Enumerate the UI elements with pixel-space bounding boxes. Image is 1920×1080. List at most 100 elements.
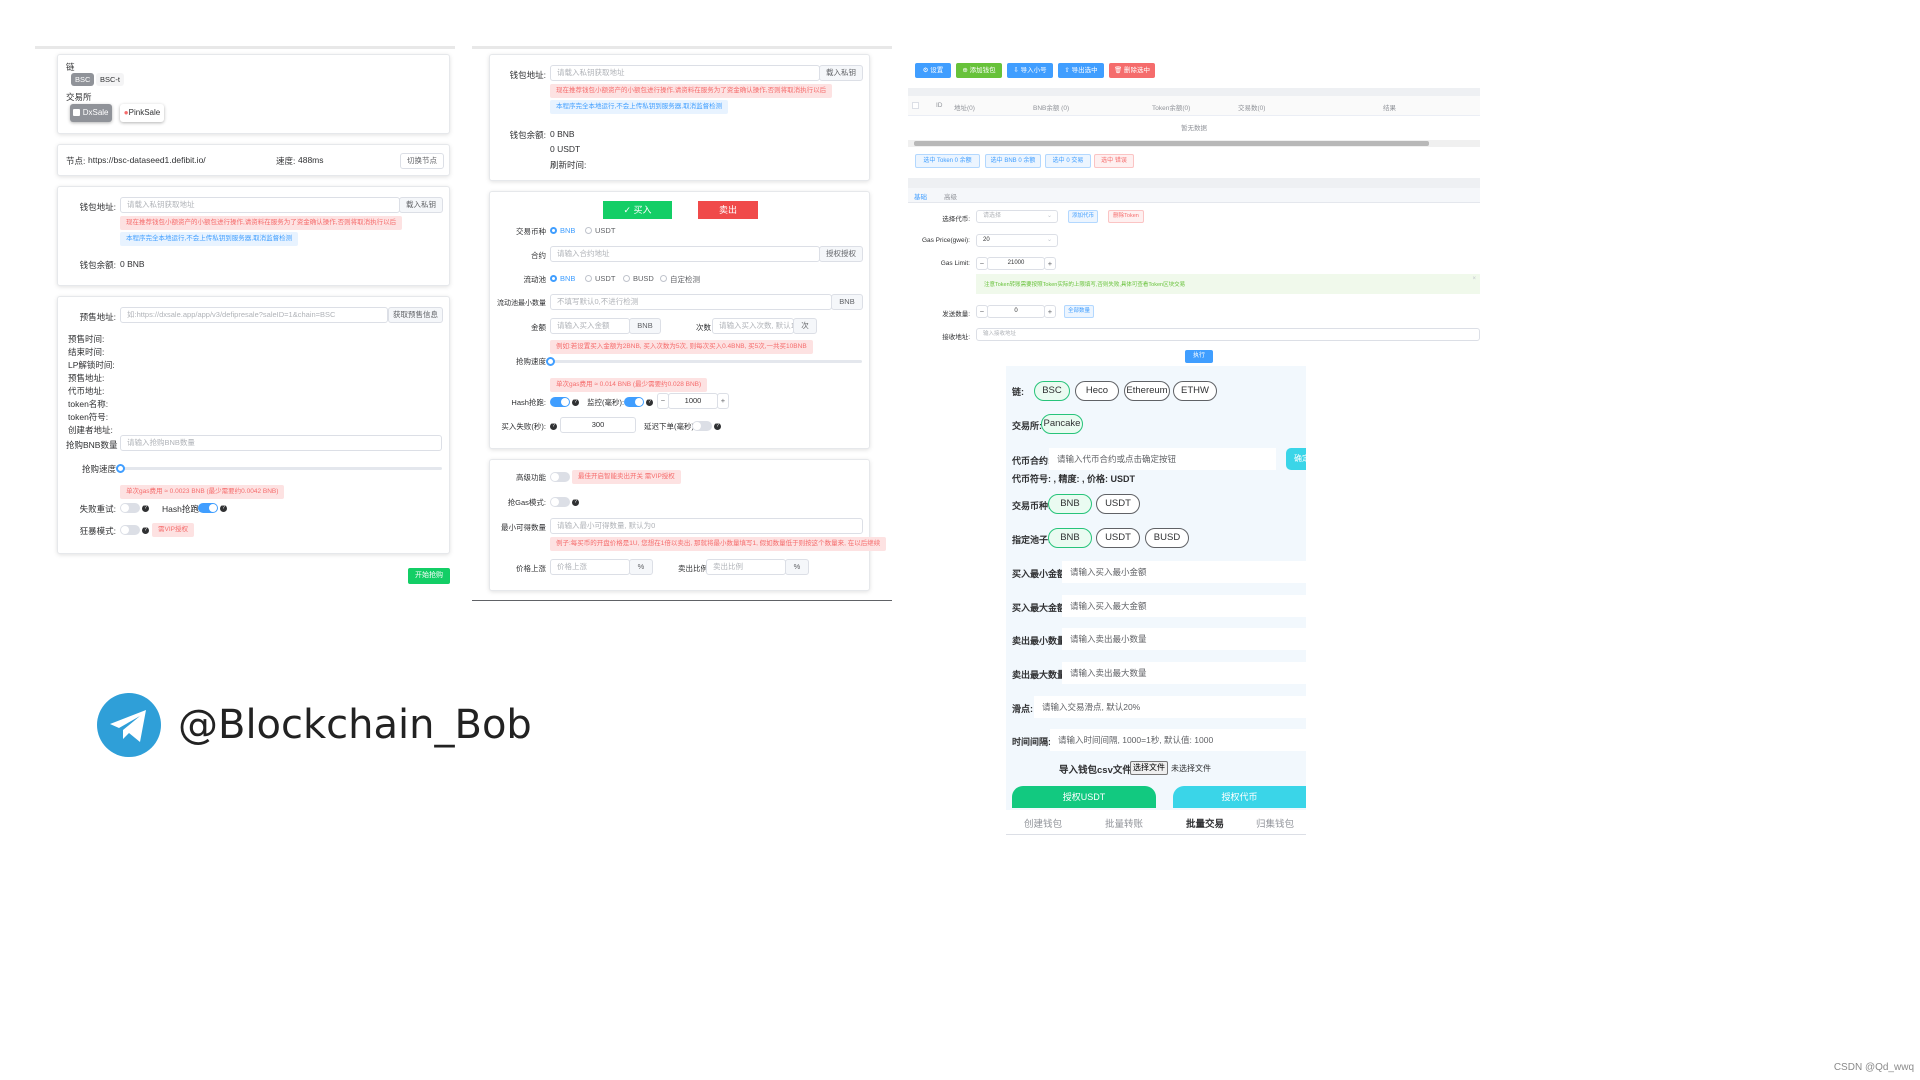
tab-create-wallet[interactable]: 创建钱包: [1024, 819, 1063, 830]
gas-limit-input[interactable]: 21000: [987, 257, 1045, 270]
dxsale-button[interactable]: DxSale: [70, 104, 112, 122]
authorize-coin-button[interactable]: 授权代币: [1173, 786, 1306, 808]
gas-limit-plus[interactable]: +: [1044, 257, 1056, 270]
sell-ratio-input[interactable]: 卖出比例: [706, 559, 786, 575]
gas-mode-switch[interactable]: [550, 497, 570, 507]
notice-text: 注意Token转账需要按照Token实际的上限填写,否则失败,具体可查看Toke…: [984, 282, 1186, 288]
add-coin-button[interactable]: 添加代币: [1068, 210, 1098, 223]
sell-min-input[interactable]: 请输入卖出最小数量: [1062, 628, 1306, 650]
token-contract-input[interactable]: 请输入代币合约或点击确定按钮: [1049, 448, 1276, 470]
execute-button[interactable]: 执行: [1185, 350, 1213, 363]
send-amount-minus[interactable]: −: [976, 305, 988, 318]
chain-tag-bsc[interactable]: BSC: [71, 73, 95, 86]
coin-bnb-radio[interactable]: [550, 227, 557, 234]
delay-order-switch[interactable]: [692, 421, 712, 431]
export-selected-button[interactable]: ⇧ 导出选中: [1058, 63, 1104, 78]
pool-busd-radio[interactable]: [623, 275, 630, 282]
select-all-checkbox[interactable]: [912, 102, 919, 109]
tab-collect-wallet[interactable]: 归集钱包: [1256, 819, 1295, 830]
select-coin-dropdown[interactable]: 请选择 ⌄: [976, 210, 1058, 223]
wallet-balance-value: 0 BNB: [120, 259, 145, 269]
pool-custom-radio[interactable]: [660, 275, 667, 282]
chain-ethereum-button[interactable]: Ethereum: [1124, 381, 1170, 401]
speed-knob[interactable]: [546, 357, 555, 366]
tab-batch-transfer[interactable]: 批量转账: [1105, 819, 1144, 830]
monitor-input[interactable]: 1000: [668, 393, 718, 409]
min-receive-tag: 例子:每买币的开盘价格是1U, 您想在1倍以卖出, 那就将最小数量填写1, 假如…: [550, 537, 887, 551]
monitor-switch[interactable]: [624, 397, 644, 407]
crazy-mode-switch[interactable]: [120, 525, 140, 535]
delete-token-button[interactable]: 删除Token: [1108, 210, 1144, 223]
sell-max-input[interactable]: 请输入卖出最大数量: [1062, 662, 1306, 684]
exchange-pancake-button[interactable]: Pancake: [1041, 414, 1083, 434]
pool-busd-button[interactable]: BUSD: [1145, 528, 1189, 548]
send-amount-plus[interactable]: +: [1044, 305, 1056, 318]
sell-tab-button[interactable]: 卖出: [698, 201, 758, 219]
all-amount-button[interactable]: 全部数量: [1064, 305, 1094, 318]
close-icon[interactable]: ×: [1472, 276, 1476, 282]
gas-price-input[interactable]: 20 ⌄: [976, 234, 1058, 247]
monitor-plus[interactable]: +: [717, 393, 729, 409]
receive-address-input[interactable]: 输入接收地址: [976, 328, 1480, 341]
chevron-down-icon: ⌄: [1046, 213, 1052, 219]
pool-usdt-radio[interactable]: [585, 275, 592, 282]
slippage-input[interactable]: 请输入交易滑点, 默认20%: [1034, 696, 1306, 718]
amount-input[interactable]: 请输入买入金额: [550, 318, 630, 334]
price-up-input[interactable]: 价格上涨: [550, 559, 630, 575]
chain-ethw-button[interactable]: ETHW: [1173, 381, 1217, 401]
buy-fail-input[interactable]: 300: [560, 417, 636, 433]
coin-usdt-button[interactable]: USDT: [1096, 494, 1140, 514]
min-liquidity-input[interactable]: 不填写默认0,不进行检测: [550, 294, 832, 310]
tab-basic[interactable]: 基础: [914, 194, 927, 201]
import-key-button[interactable]: 载入私钥: [819, 65, 863, 81]
pool-bnb-radio[interactable]: [550, 275, 557, 282]
snipe-speed-knob[interactable]: [116, 464, 125, 473]
wallet-address-input[interactable]: 请载入私钥获取地址: [550, 65, 820, 81]
authorize-usdt-button[interactable]: 授权USDT: [1012, 786, 1156, 808]
snipe-speed-slider[interactable]: [120, 467, 442, 470]
start-snipe-button[interactable]: 开始抢购: [408, 568, 450, 584]
pool-bnb-button[interactable]: BNB: [1048, 528, 1092, 548]
send-amount-input[interactable]: 0: [987, 305, 1045, 318]
wallet-address-input[interactable]: 请载入私钥获取地址: [120, 197, 400, 213]
coin-bnb-button[interactable]: BNB: [1048, 494, 1092, 514]
pinksale-button[interactable]: ●PinkSale: [120, 104, 164, 122]
advanced-function-switch[interactable]: [550, 472, 570, 482]
import-wallet-button[interactable]: ⇩ 导入小号: [1007, 63, 1053, 78]
add-wallet-button[interactable]: ⊕ 添加钱包: [956, 63, 1002, 78]
select-bnb-zero-button[interactable]: 选中 BNB 0 余额: [985, 154, 1041, 168]
retry-switch[interactable]: [120, 503, 140, 513]
authorize-button[interactable]: 授权授权: [819, 246, 863, 262]
select-error-button[interactable]: 选中 错误: [1094, 154, 1134, 168]
times-input[interactable]: 请输入买入次数, 默认1: [712, 318, 794, 334]
speed-slider[interactable]: [550, 360, 862, 363]
get-presale-info-button[interactable]: 获取预售信息: [388, 307, 443, 323]
buy-tab-button[interactable]: ✓ 买入: [603, 201, 672, 219]
coin-usdt-radio[interactable]: [585, 227, 592, 234]
chain-bsc-button[interactable]: BSC: [1034, 381, 1070, 401]
import-key-button[interactable]: 载入私钥: [399, 197, 443, 213]
hash-switch[interactable]: [550, 397, 570, 407]
select-token-zero-button[interactable]: 选中 Token 0 余额: [915, 154, 980, 168]
select-zero-tx-button[interactable]: 选中 0 交易: [1045, 154, 1091, 168]
hash-switch[interactable]: [198, 503, 218, 513]
bnb-amount-input[interactable]: 请输入抢购BNB数量: [120, 435, 442, 451]
switch-node-button[interactable]: 切换节点: [400, 153, 444, 169]
interval-input[interactable]: 请输入时间间隔, 1000=1秒, 默认值: 1000: [1050, 729, 1306, 751]
buy-min-input[interactable]: 请输入买入最小金额: [1062, 561, 1306, 583]
chain-tag-bsc-t[interactable]: BSC-t: [96, 73, 125, 86]
buy-max-input[interactable]: 请输入买入最大金额: [1062, 595, 1306, 617]
pool-usdt-button[interactable]: USDT: [1096, 528, 1140, 548]
delete-selected-button[interactable]: 🗑 删除选中: [1109, 63, 1155, 78]
choose-file-button[interactable]: 选择文件: [1130, 761, 1168, 775]
settings-button[interactable]: ⚙ 设置: [915, 63, 951, 78]
confirm-button[interactable]: 确定: [1286, 448, 1306, 470]
min-receive-input[interactable]: 请输入最小可得数量, 默认为0: [550, 518, 863, 534]
presale-address-input[interactable]: 如:https://dxsale.app/app/v3/defipresale?…: [120, 307, 388, 323]
chain-heco-button[interactable]: Heco: [1075, 381, 1119, 401]
tab-batch-trade[interactable]: 批量交易: [1186, 819, 1225, 830]
tab-advanced[interactable]: 高级: [944, 194, 957, 201]
snipe-speed-label: 抢购速度: [81, 464, 116, 474]
horizontal-scrollbar-thumb[interactable]: [914, 141, 1429, 146]
contract-input[interactable]: 请输入合约地址: [550, 246, 820, 262]
